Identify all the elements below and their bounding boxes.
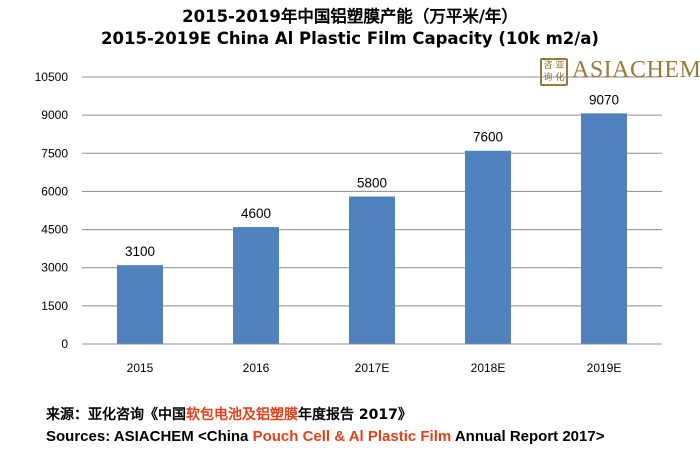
source-cn-prefix: 来源：亚化咨询《中国 [46,407,186,423]
x-tick-label: 2018E [471,361,506,375]
data-label: 3100 [125,244,155,259]
bar [581,113,627,344]
y-tick-label: 9000 [41,108,68,122]
x-axis-ticks: 2015 2016 2017E 2018E 2019E [127,361,622,375]
y-axis-ticks: 0 1500 3000 4500 6000 7500 9000 10500 [35,70,69,351]
seal-char: 化 [555,73,565,83]
y-tick-label: 3000 [41,261,68,275]
bars [117,113,627,344]
y-tick-label: 6000 [41,184,68,198]
x-tick-label: 2017E [355,361,390,375]
chart-title: 2015-2019年中国铝塑膜产能（万平米/年） [182,7,518,26]
source-line-cn: 来源：亚化咨询《中国软包电池及铝塑膜年度报告 2017》 [46,404,412,424]
grid-lines [82,76,662,307]
source-cn-suffix: 年度报告 2017》 [298,407,412,423]
y-tick-label: 4500 [41,223,68,237]
source-en-highlight: Pouch Cell & Al Plastic Film [252,428,452,445]
bar [465,150,511,344]
logo-wordmark: ASIACHEM [572,57,700,83]
y-tick-label: 7500 [41,146,68,160]
x-tick-label: 2019E [587,361,622,375]
y-tick-label: 0 [61,337,68,351]
bar [233,227,279,344]
source-cn-highlight: 软包电池及铝塑膜 [186,407,298,423]
chart-title-block: 2015-2019年中国铝塑膜产能（万平米/年） 2015-2019E Chin… [0,6,700,50]
x-tick-label: 2016 [243,361,270,375]
seal-char: 询 [543,73,553,83]
bar [117,265,163,344]
y-tick-label: 1500 [41,299,68,313]
data-label: 4600 [241,206,271,221]
y-tick-label: 10500 [35,70,69,84]
bar [349,196,395,344]
chart-subtitle: 2015-2019E China Al Plastic Film Capacit… [101,29,599,48]
seal-char: 亚 [555,61,565,71]
data-label: 5800 [357,176,387,191]
logo-text: ASIACHEM® [572,57,700,84]
data-labels: 3100 4600 5800 7600 9070 [125,92,619,259]
source-en-suffix: Annual Report 2017> [451,428,605,445]
data-label: 9070 [589,92,619,107]
asiachem-logo: 咨 亚 询 化 ASIACHEM® [540,57,700,92]
source-line-en: Sources: ASIACHEM <China Pouch Cell & Al… [46,428,604,445]
bar-chart: 0 1500 3000 4500 6000 7500 9000 10500 3100 4600 5… [35,70,662,375]
logo-seal: 咨 亚 询 化 [540,58,568,86]
seal-char: 咨 [543,61,553,71]
x-tick-label: 2015 [127,361,154,375]
data-label: 7600 [473,130,503,145]
source-en-prefix: Sources: ASIACHEM <China [46,428,253,445]
